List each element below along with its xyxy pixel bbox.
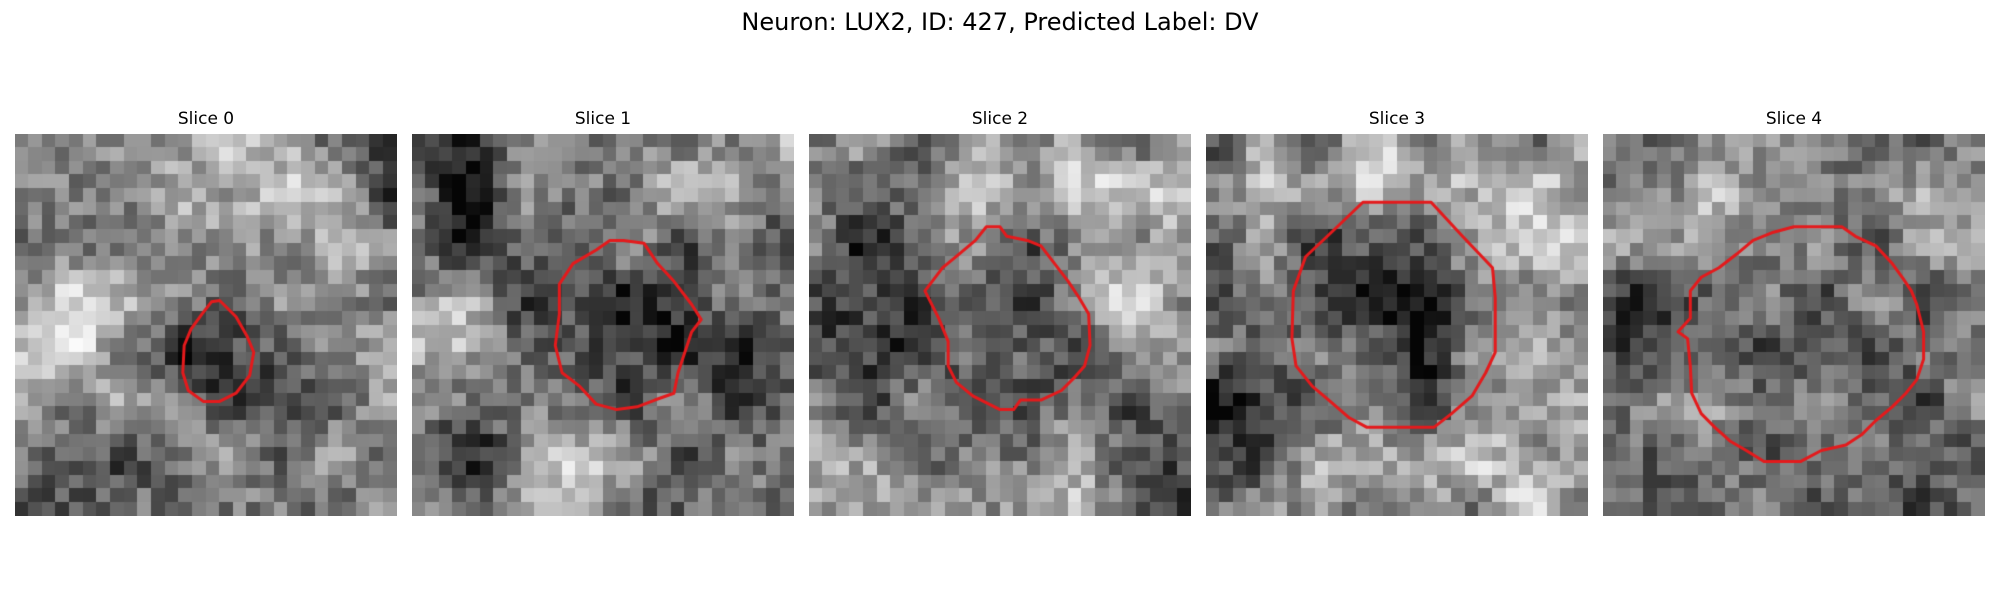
- slice-title: Slice 1: [574, 109, 632, 129]
- slice-image: [1206, 134, 1588, 516]
- slice-title: Slice 3: [1368, 109, 1426, 129]
- slice-image: [412, 134, 794, 516]
- slice-title: Slice 4: [1765, 109, 1823, 129]
- slice-title: Slice 0: [177, 109, 235, 129]
- figure-title: Neuron: LUX2, ID: 427, Predicted Label: …: [741, 8, 1259, 36]
- slice-image: [15, 134, 397, 516]
- slice-image: [1603, 134, 1985, 516]
- slice-image: [809, 134, 1191, 516]
- slice-title: Slice 2: [971, 109, 1029, 129]
